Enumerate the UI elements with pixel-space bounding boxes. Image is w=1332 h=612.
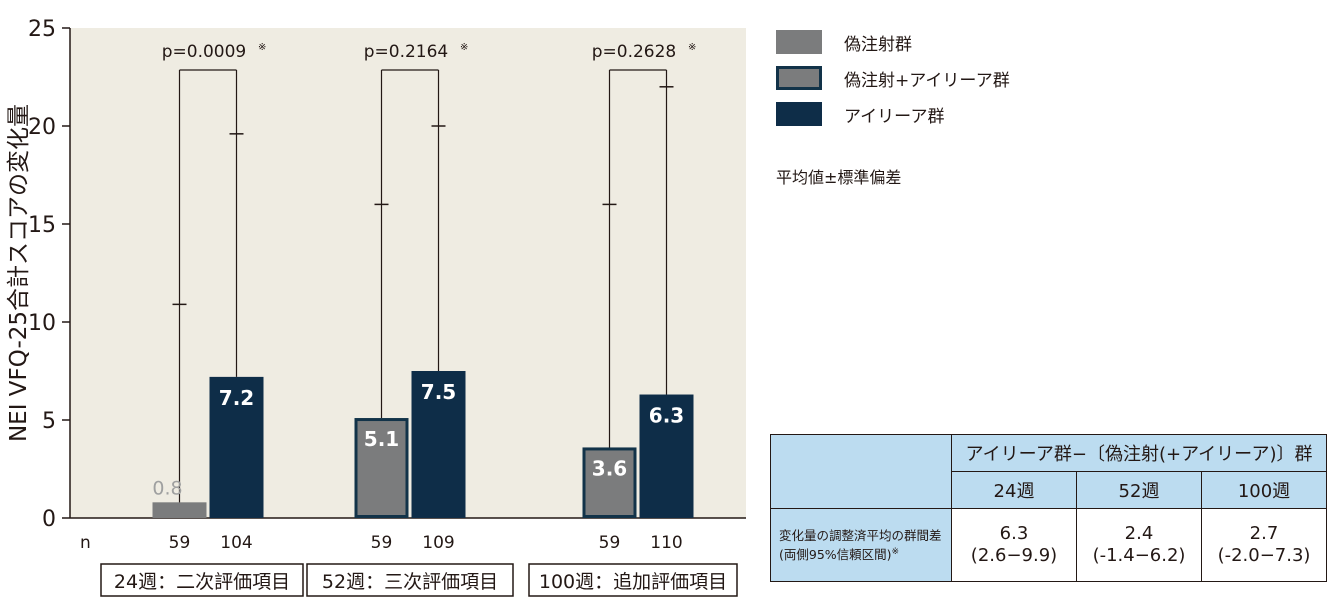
bar-g2-b0 [582, 447, 637, 518]
y-tick-label-10: 10 [28, 311, 56, 336]
bar-g1-b1 [411, 371, 466, 518]
n-value-g2-b1: 110 [650, 533, 682, 553]
table-value-100: 2.7 (-2.0−7.3) [1201, 508, 1327, 582]
legend-label-sham: 偽注射群 [844, 34, 912, 55]
legend-swatch-eylea [776, 102, 822, 126]
group-label-box-g1 [306, 563, 514, 597]
p-value-mark-g1: ※ [460, 42, 468, 53]
y-tick-label-15: 15 [28, 213, 56, 238]
n-value-g0-b0: 59 [169, 533, 191, 553]
table-title: アイリーア群−〔偽注射(+アイリーア)〕群 [951, 434, 1327, 472]
bar-g0-b1 [209, 376, 264, 518]
group-label-box-g2 [528, 563, 738, 597]
table-row-label: 変化量の調整済平均の群間差 (両側95%信頼区間)※ [770, 508, 952, 582]
y-tick-label-20: 20 [28, 115, 56, 140]
estimate-52: 2.4 [1124, 523, 1154, 544]
sd-note: 平均値±標準偏差 [776, 168, 902, 187]
table-week-100: 100週 [1201, 471, 1327, 509]
group-label-g0: 24週：二次評価項目 [114, 571, 290, 593]
data-label-g0-b0: 0.8 [152, 477, 182, 499]
row-label-line2: (両側95%信頼区間) [779, 547, 892, 563]
p-value-g0: p=0.0009 [162, 42, 247, 62]
ci-24: (2.6−9.9) [970, 545, 1058, 566]
legend: 偽注射群 偽注射+アイリーア群 アイリーア群 [776, 24, 1010, 132]
n-value-g1-b0: 59 [371, 533, 393, 553]
legend-item-sham: 偽注射群 [776, 24, 1010, 60]
group-label-g1: 52週：三次評価項目 [322, 571, 498, 593]
y-tick-label-25: 25 [28, 17, 56, 42]
bar-g1-b0 [354, 418, 409, 519]
data-label-g2-b1: 6.3 [649, 404, 684, 428]
n-value-g0-b1: 104 [220, 533, 252, 553]
y-tick-label-0: 0 [42, 507, 56, 532]
group-label-box-g0 [100, 563, 304, 597]
table-value-24: 6.3 (2.6−9.9) [951, 508, 1077, 582]
legend-label-eylea: アイリーア群 [844, 106, 945, 127]
n-label: n [80, 533, 91, 553]
row-label-mark: ※ [891, 546, 900, 557]
group-label-g2: 100週：追加評価項目 [539, 571, 727, 593]
bar-chart: 0 5 10 15 20 25 NEI VFQ-25合計スコアの変化量 n 0.8 59 7.2 10… [6, 17, 746, 597]
data-label-g1-b1: 7.5 [421, 380, 456, 404]
bar-g0-b0 [152, 502, 207, 518]
p-value-g1: p=0.2164 [364, 42, 449, 62]
data-label-g2-b0: 3.6 [592, 456, 627, 480]
legend-item-eylea: アイリーア群 [776, 96, 1010, 132]
legend-label-sham-eylea: 偽注射+アイリーア群 [844, 70, 1010, 91]
row-label-line1: 変化量の調整済平均の群間差 [779, 527, 942, 543]
bar-g2-b1 [639, 394, 694, 518]
group-difference-table: アイリーア群−〔偽注射(+アイリーア)〕群 24週 52週 100週 変化量の調… [770, 434, 1327, 582]
n-value-g1-b1: 109 [422, 533, 454, 553]
y-tick-label-5: 5 [42, 409, 56, 434]
ci-52: (-1.4−6.2) [1092, 545, 1186, 566]
p-value-mark-g2: ※ [688, 42, 696, 53]
estimate-100: 2.7 [1249, 523, 1279, 544]
table-week-52: 52週 [1076, 471, 1202, 509]
p-value-mark-g0: ※ [258, 42, 266, 53]
table-corner-cell [770, 434, 952, 509]
data-label-g1-b0: 5.1 [364, 427, 399, 451]
legend-item-sham-eylea: 偽注射+アイリーア群 [776, 60, 1010, 96]
table-week-24: 24週 [951, 471, 1077, 509]
legend-swatch-sham [776, 30, 822, 54]
legend-swatch-sham-eylea [776, 66, 822, 90]
estimate-24: 6.3 [999, 523, 1029, 544]
data-label-g0-b1: 7.2 [219, 386, 254, 410]
p-value-g2: p=0.2628 [592, 42, 677, 62]
y-axis-label: NEI VFQ-25合計スコアの変化量 [6, 104, 32, 442]
n-value-g2-b0: 59 [599, 533, 621, 553]
ci-100: (-2.0−7.3) [1217, 545, 1311, 566]
table-value-52: 2.4 (-1.4−6.2) [1076, 508, 1202, 582]
